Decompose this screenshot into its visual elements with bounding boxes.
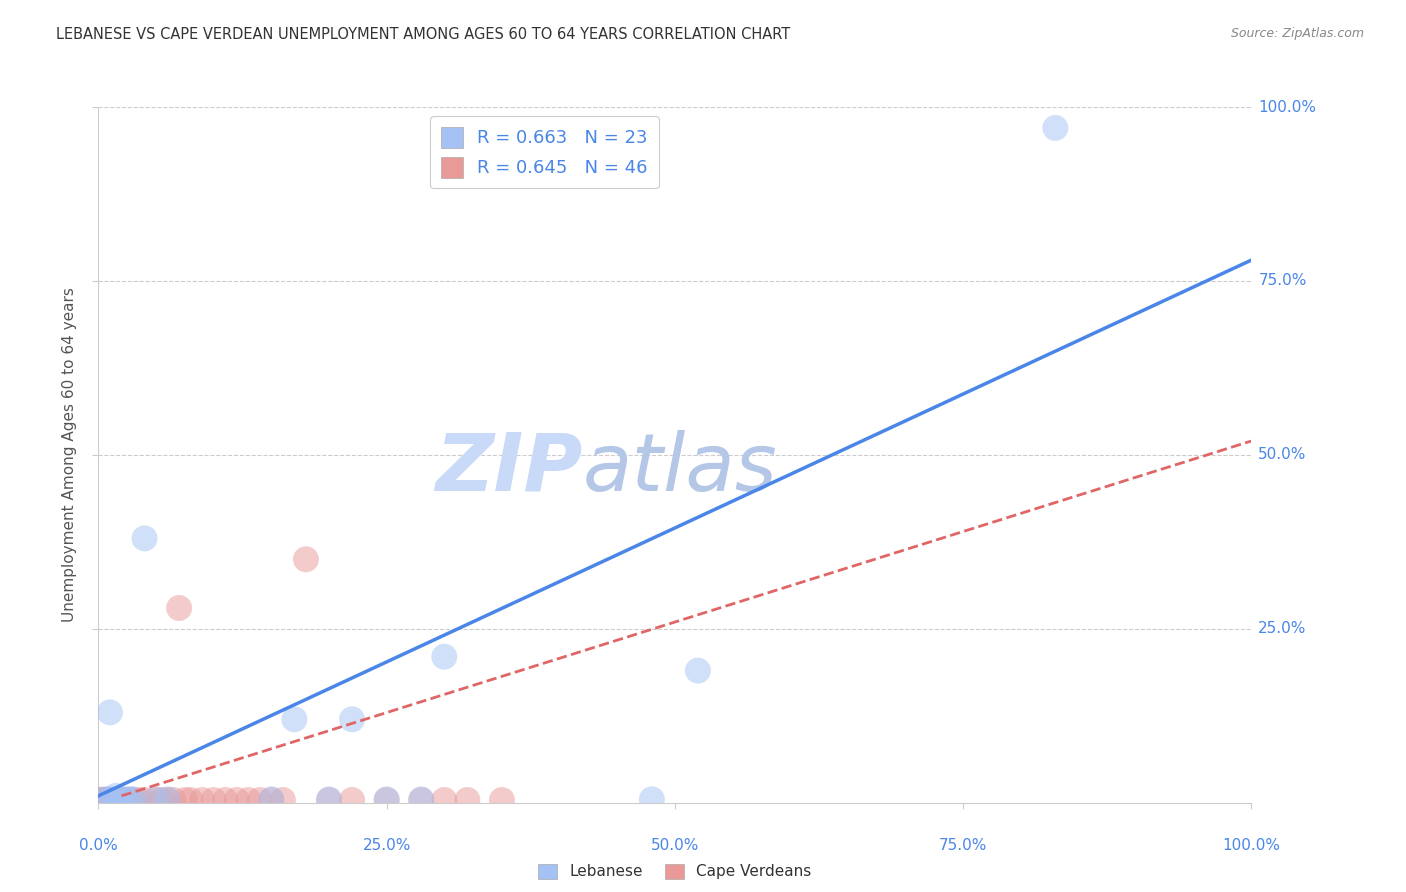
Text: 75.0%: 75.0% xyxy=(1258,274,1306,288)
Point xyxy=(214,793,236,807)
Point xyxy=(120,792,142,806)
Text: atlas: atlas xyxy=(582,430,778,508)
Legend: Lebanese, Cape Verdeans: Lebanese, Cape Verdeans xyxy=(533,857,817,886)
Point xyxy=(340,712,363,726)
Text: 50.0%: 50.0% xyxy=(651,838,699,854)
Point xyxy=(295,552,318,566)
Point xyxy=(110,793,132,807)
Point xyxy=(108,793,131,807)
Point xyxy=(260,793,283,807)
Point xyxy=(283,712,305,726)
Point xyxy=(491,793,513,807)
Point xyxy=(90,793,112,807)
Point xyxy=(433,793,456,807)
Point xyxy=(134,532,156,546)
Text: 50.0%: 50.0% xyxy=(1258,448,1306,462)
Point xyxy=(100,793,122,807)
Y-axis label: Unemployment Among Ages 60 to 64 years: Unemployment Among Ages 60 to 64 years xyxy=(62,287,77,623)
Point xyxy=(98,706,121,720)
Point xyxy=(90,793,112,807)
Text: 100.0%: 100.0% xyxy=(1222,838,1281,854)
Point xyxy=(145,793,167,807)
Point xyxy=(318,792,340,806)
Point xyxy=(110,792,132,806)
Point xyxy=(150,793,173,807)
Text: Source: ZipAtlas.com: Source: ZipAtlas.com xyxy=(1230,27,1364,40)
Text: 25.0%: 25.0% xyxy=(1258,622,1306,636)
Text: 0.0%: 0.0% xyxy=(79,838,118,854)
Point xyxy=(433,649,456,664)
Point xyxy=(134,793,156,807)
Point xyxy=(97,792,120,806)
Point xyxy=(162,793,184,807)
Point xyxy=(225,793,247,807)
Point xyxy=(101,793,124,807)
Text: 25.0%: 25.0% xyxy=(363,838,411,854)
Point xyxy=(340,793,363,807)
Text: ZIP: ZIP xyxy=(436,430,582,508)
Point xyxy=(93,793,115,807)
Point xyxy=(174,793,197,807)
Point xyxy=(641,792,664,806)
Point xyxy=(112,793,135,807)
Point xyxy=(94,793,117,807)
Point xyxy=(238,793,260,807)
Point xyxy=(98,793,121,807)
Point xyxy=(375,793,398,807)
Point xyxy=(103,793,125,807)
Point xyxy=(117,792,138,806)
Point xyxy=(97,793,120,807)
Point xyxy=(686,664,709,678)
Point xyxy=(249,793,271,807)
Point xyxy=(97,793,120,807)
Point xyxy=(167,601,190,615)
Point xyxy=(103,793,125,807)
Point xyxy=(104,789,127,803)
Point xyxy=(260,792,283,806)
Point xyxy=(411,793,433,807)
Text: 75.0%: 75.0% xyxy=(939,838,987,854)
Text: 100.0%: 100.0% xyxy=(1258,100,1316,114)
Point xyxy=(104,793,127,807)
Point xyxy=(318,793,340,807)
Point xyxy=(180,793,202,807)
Point xyxy=(93,792,115,806)
Point xyxy=(96,793,118,807)
Point xyxy=(101,792,124,806)
Text: LEBANESE VS CAPE VERDEAN UNEMPLOYMENT AMONG AGES 60 TO 64 YEARS CORRELATION CHAR: LEBANESE VS CAPE VERDEAN UNEMPLOYMENT AM… xyxy=(56,27,790,42)
Point xyxy=(91,793,114,807)
Point xyxy=(202,793,225,807)
Point xyxy=(122,793,145,807)
Point xyxy=(105,793,128,807)
Point xyxy=(456,793,478,807)
Point xyxy=(411,792,433,806)
Point xyxy=(375,792,398,806)
Point xyxy=(120,793,142,807)
Point xyxy=(271,793,294,807)
Point xyxy=(108,792,131,806)
Point xyxy=(1045,120,1067,135)
Point xyxy=(117,793,138,807)
Point xyxy=(156,793,179,807)
Point xyxy=(128,793,150,807)
Point xyxy=(191,793,214,807)
Point xyxy=(145,792,167,806)
Point xyxy=(156,792,179,806)
Point xyxy=(122,792,145,806)
